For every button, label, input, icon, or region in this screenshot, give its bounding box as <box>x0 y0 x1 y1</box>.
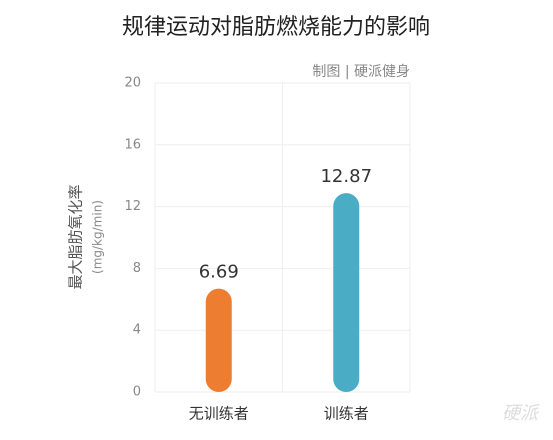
value-label: 12.87 <box>320 166 372 187</box>
x-tick-label: 无训练者 <box>189 405 249 423</box>
value-label: 6.69 <box>199 262 239 283</box>
bar <box>333 193 360 392</box>
bar <box>205 288 232 392</box>
y-tick-label: 16 <box>124 137 141 152</box>
watermark: 硬派 <box>502 403 540 424</box>
subtitle: 制图 | 硬派健身 <box>312 64 410 80</box>
y-tick-label: 8 <box>133 261 141 276</box>
x-tick-label: 训练者 <box>324 405 369 423</box>
y-tick-label: 4 <box>133 323 141 338</box>
y-axis-label: 最大脂肪氧化率 <box>67 184 85 289</box>
y-tick-label: 0 <box>133 385 141 400</box>
y-tick-label: 20 <box>124 76 141 91</box>
y-axis-unit: (mg/kg/min) <box>91 200 105 274</box>
chart-title: 规律运动对脂肪燃烧能力的影响 <box>122 15 430 40</box>
y-tick-label: 12 <box>124 199 141 214</box>
